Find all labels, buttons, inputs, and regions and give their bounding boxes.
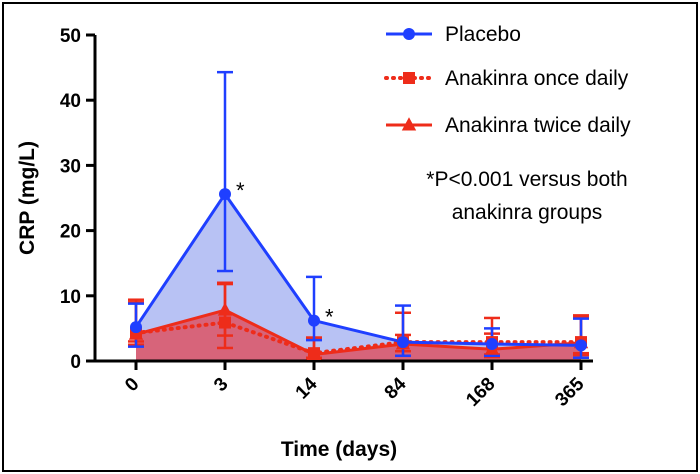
x-axis-title: Time (days)	[281, 438, 397, 461]
y-tick-label-40: 40	[60, 91, 81, 112]
x-tick-label-365: 365	[551, 373, 589, 411]
x-tick-label-0: 0	[121, 374, 143, 396]
significance-note-line-2: anakinra groups	[452, 201, 603, 224]
point-placebo-3	[219, 188, 231, 201]
x-tick-label-14: 14	[292, 373, 322, 403]
significance-star-14: *	[325, 305, 334, 330]
legend-marker-anakinra-once-daily	[403, 72, 415, 84]
legend-marker-placebo	[403, 28, 415, 40]
point-anakinra-once-daily-3	[219, 316, 231, 329]
point-placebo-14	[308, 314, 320, 327]
legend-label-placebo: Placebo	[445, 23, 521, 46]
point-placebo-84	[397, 336, 409, 349]
significance-note-line-1: *P<0.001 versus both	[426, 168, 627, 191]
x-tick-label-3: 3	[210, 374, 232, 396]
series-line-placebo	[134, 192, 582, 347]
area-fill-0	[136, 194, 581, 361]
y-tick-label-50: 50	[60, 26, 81, 47]
y-tick-label-10: 10	[60, 287, 81, 308]
point-anakinra-twice-daily-3	[217, 302, 233, 316]
series-line-anakinra-once-daily	[134, 320, 583, 356]
significance-star-3: *	[236, 178, 245, 203]
x-tick-label-84: 84	[381, 373, 411, 403]
point-placebo-168	[486, 338, 498, 351]
legend-label-anakinra-once-daily: Anakinra once daily	[445, 67, 629, 90]
y-tick-label-30: 30	[60, 156, 81, 177]
y-tick-label-20: 20	[60, 222, 81, 243]
point-anakinra-once-daily-14	[308, 347, 320, 360]
series-line-anakinra-twice-daily	[135, 308, 582, 356]
point-placebo-365	[575, 339, 587, 352]
y-axis-title: CRP (mg/L)	[16, 141, 39, 255]
legend-marker-anakinra-twice-daily	[401, 117, 417, 131]
legend-label-anakinra-twice-daily: Anakinra twice daily	[445, 114, 631, 137]
x-tick-label-168: 168	[462, 374, 499, 411]
y-tick-label-0: 0	[70, 352, 81, 373]
point-placebo-0	[130, 321, 142, 334]
